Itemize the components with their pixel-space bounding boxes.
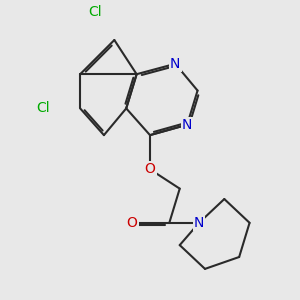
Text: N: N (194, 216, 204, 230)
Text: O: O (145, 162, 155, 176)
Text: N: N (170, 57, 181, 71)
Text: Cl: Cl (36, 101, 50, 116)
Text: Cl: Cl (88, 5, 102, 19)
Text: O: O (127, 216, 138, 230)
Text: N: N (182, 118, 192, 132)
